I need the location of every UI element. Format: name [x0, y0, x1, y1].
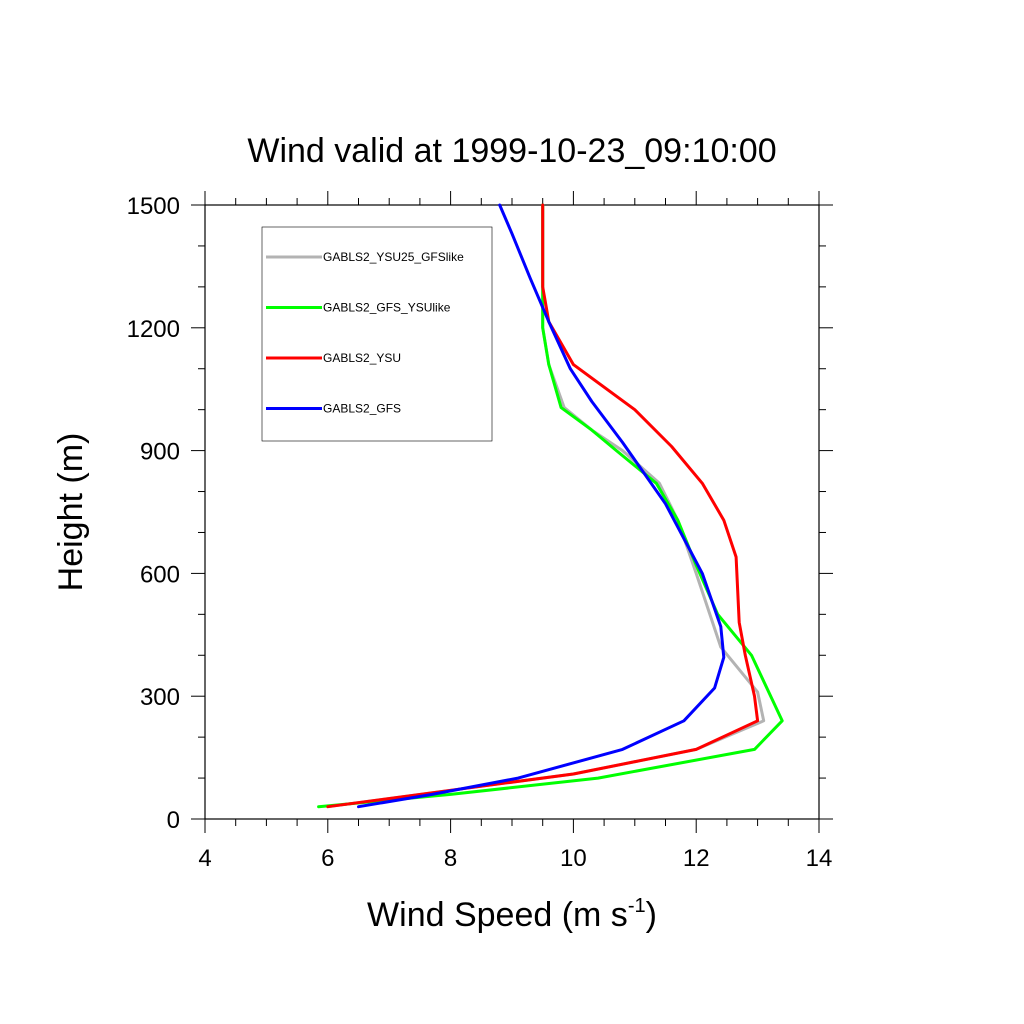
series-line — [326, 203, 760, 809]
y-tick-label: 300 — [140, 684, 180, 711]
y-axis-label: Height (m) — [52, 433, 90, 592]
legend-entry-label: GABLS2_GFS_YSUlike — [323, 301, 451, 315]
plot-area: 4 6 8 10 12 14 0 300 600 900 1200 1500 — [127, 191, 833, 872]
x-tick-label: 8 — [444, 845, 457, 872]
y-tick-label: 0 — [167, 807, 180, 834]
x-tick-label: 6 — [321, 845, 334, 872]
x-tick-label: 14 — [806, 845, 833, 872]
x-axis-label-superscript: -1 — [628, 895, 646, 917]
series-line — [357, 203, 726, 809]
y-tick-label: 1200 — [127, 316, 180, 343]
y-tick-label: 600 — [140, 561, 180, 588]
chart-title: Wind valid at 1999-10-23_09:10:00 — [247, 132, 776, 170]
series-line — [317, 203, 784, 809]
x-tick-label: 10 — [560, 845, 587, 872]
y-axis-label-group: Height (m) — [52, 433, 90, 592]
x-axis-label: Wind Speed (m s-1) — [367, 895, 657, 934]
y-tick-label: 900 — [140, 439, 180, 466]
legend-entry-label: GABLS2_YSU25_GFSlike — [323, 250, 464, 264]
x-tick-label: 12 — [683, 845, 710, 872]
x-axis-label-main: Wind Speed (m s — [367, 896, 628, 934]
x-axis-label-suffix: ) — [646, 896, 657, 934]
legend-entry-label: GABLS2_YSU — [323, 351, 401, 365]
y-tick-label: 1500 — [127, 193, 180, 220]
legend-entry-label: GABLS2_GFS — [323, 402, 401, 416]
legend: GABLS2_YSU25_GFSlike GABLS2_GFS_YSUlike GA… — [261, 226, 493, 442]
x-tick-label: 4 — [198, 845, 211, 872]
legend-box — [261, 226, 493, 442]
